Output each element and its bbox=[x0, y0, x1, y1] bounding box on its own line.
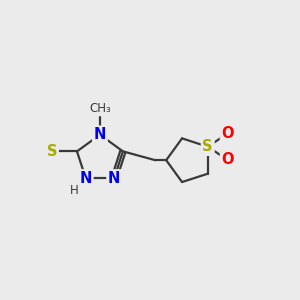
Text: H: H bbox=[70, 184, 79, 197]
Text: N: N bbox=[94, 127, 106, 142]
Text: N: N bbox=[108, 171, 120, 186]
Text: S: S bbox=[47, 144, 57, 159]
Text: S: S bbox=[202, 139, 213, 154]
Text: N: N bbox=[80, 171, 92, 186]
Text: CH₃: CH₃ bbox=[89, 102, 111, 115]
Text: O: O bbox=[221, 152, 234, 167]
Text: O: O bbox=[221, 126, 234, 141]
